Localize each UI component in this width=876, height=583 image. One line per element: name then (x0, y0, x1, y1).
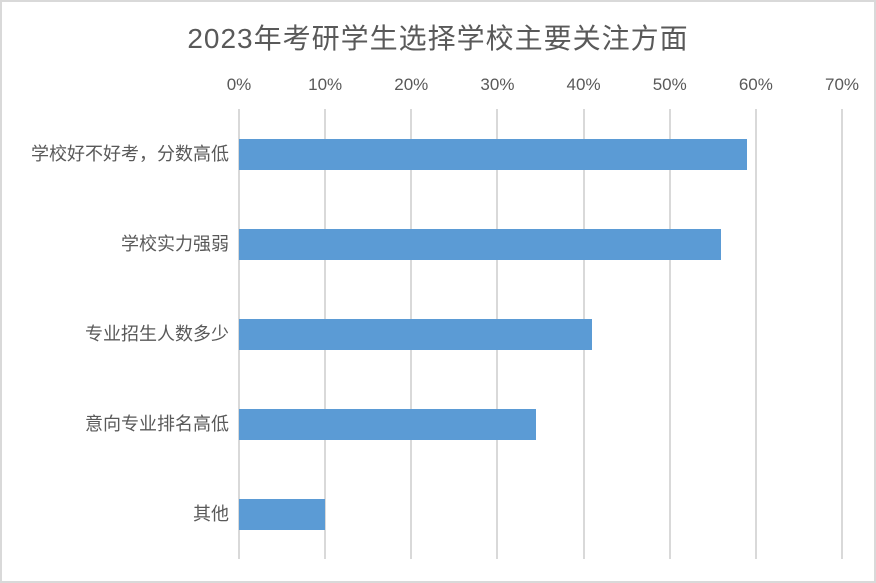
x-axis-tick-label: 10% (308, 75, 343, 94)
bar (239, 138, 748, 170)
x-axis-tick-label: 20% (394, 75, 429, 94)
x-axis-tick-label: 70% (824, 75, 860, 94)
plot-area (238, 109, 843, 559)
gridline (668, 109, 671, 559)
chart-title: 2023年考研学生选择学校主要关注方面 (187, 23, 689, 54)
bar (239, 408, 537, 440)
category-label: 学校实力强弱 (121, 234, 229, 254)
x-axis-tick-label: 30% (480, 75, 515, 94)
bar (239, 498, 326, 530)
x-axis-tick-label: 40% (566, 75, 601, 94)
x-axis: 0% 10% 20% 30% 40% 50% 60% 70% (227, 74, 859, 96)
category-axis: 学校好不好考，分数高低学校实力强弱专业招生人数多少 意向专业排名高低其他 (2, 109, 229, 559)
category-label: 其他 (193, 504, 229, 524)
bar (239, 228, 722, 260)
gridline (754, 109, 757, 559)
bar (239, 318, 593, 350)
x-axis-tick-label: 60% (738, 75, 773, 94)
category-label: 学校好不好考，分数高低 (31, 144, 229, 164)
category-label: 意向专业排名高低 (85, 414, 229, 434)
gridline (841, 109, 843, 559)
x-axis-tick-label: 0% (226, 75, 252, 94)
category-label: 专业招生人数多少 (85, 324, 229, 344)
x-axis-tick-label: 50% (652, 75, 687, 94)
